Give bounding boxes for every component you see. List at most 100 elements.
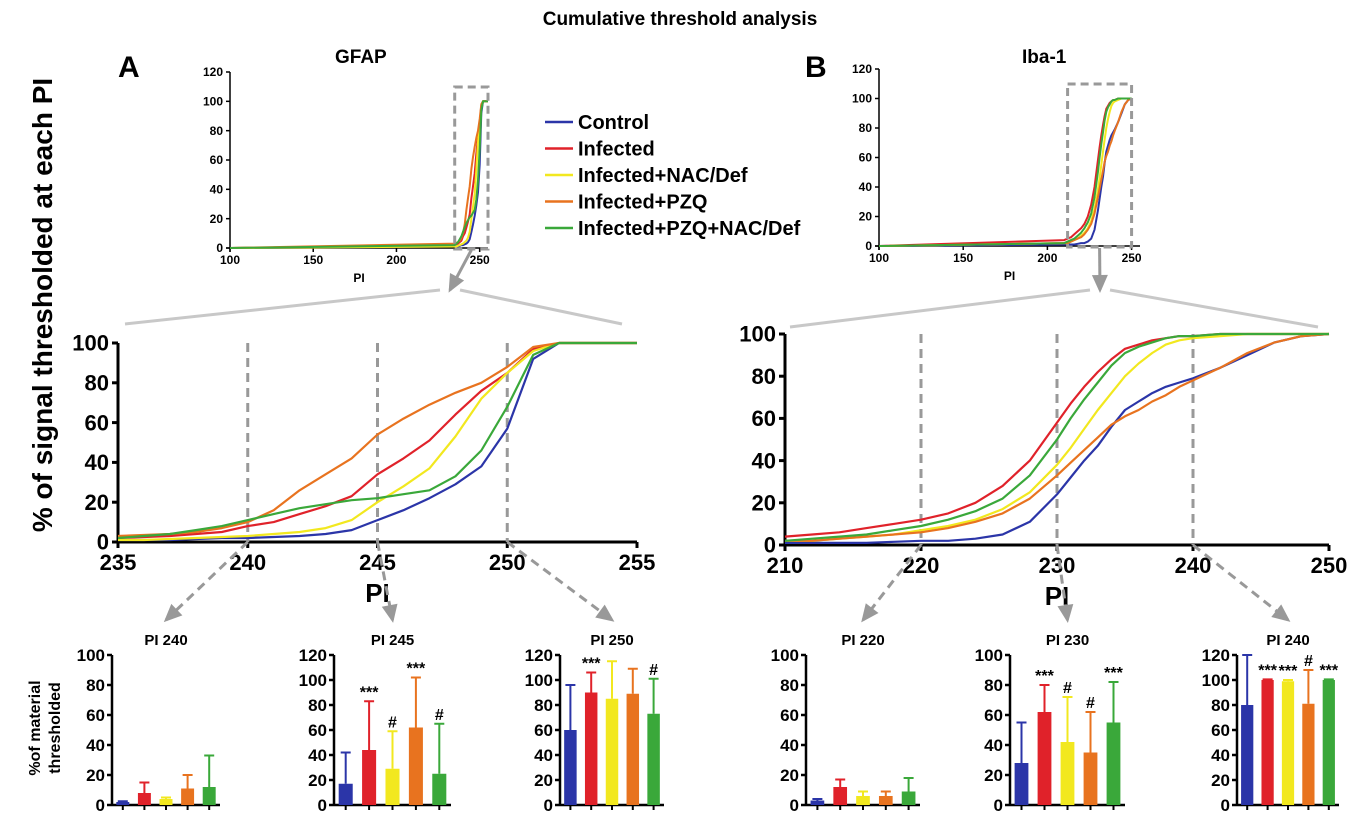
panel-b-bar-chart-3-y-tick-label: 60 [1211, 721, 1230, 740]
panel-a-bar-chart-3-significance-mark: *** [582, 656, 601, 673]
panel-b-bar-chart-1-y-tick-label: 0 [790, 796, 799, 815]
bar-y-label-line2: thresholded [47, 682, 64, 774]
panel-b-bar-chart-1-y-tick-label: 100 [771, 646, 799, 665]
panel-a-main-x-label: PI [365, 578, 390, 608]
panel-b-bar-chart-2-bar-3 [1060, 742, 1075, 805]
panel-b-bar-chart-3-title: PI 240 [1266, 632, 1309, 649]
panel-b-bar-chart-2-y-tick-label: 60 [984, 706, 1003, 725]
panel-a-bar-chart-2-title: PI 245 [371, 632, 414, 649]
panel-b-bar-chart-2-title: PI 230 [1046, 632, 1089, 649]
panel-a-main-series-infected-pzq-nac-def [117, 341, 637, 540]
panel-b-bar-chart-2-bar-5 [1106, 722, 1121, 805]
panel-b-bar-chart-2-significance-mark: *** [1104, 665, 1123, 682]
panel-a-bar-chart-3-y-tick-label: 80 [534, 696, 553, 715]
panel-a-bar-chart-3-bar-4 [626, 693, 640, 805]
panel-b-bar-chart-1-y-tick-label: 80 [780, 676, 799, 695]
panel-a-main-x-tick-label: 245 [359, 550, 396, 575]
panel-a-letter: A [118, 51, 140, 84]
panel-b-bar-chart-1-bar-2 [833, 787, 848, 805]
panel-a-bar-chart-2-bar-1 [338, 783, 353, 805]
panel-a-bar-chart-2-y-tick-label: 40 [308, 746, 327, 765]
panel-a-bar-chart-2-y-tick-label: 60 [308, 721, 327, 740]
panel-b-pi-arrow-1-head [861, 603, 879, 623]
panel-b-bar-chart-3-bar-2 [1261, 680, 1274, 805]
panel-b-pi-arrow-3-line [1192, 543, 1289, 622]
figure-title: Cumulative threshold analysis [543, 9, 818, 30]
panel-b-bar-chart-3-significance-mark: *** [1258, 662, 1277, 679]
panel-a-pi-arrow-1-line [164, 540, 249, 622]
panel-b-bar-chart-3-y-tick-label: 120 [1202, 646, 1230, 665]
panel-b-inset-x-tick-label: 150 [953, 251, 973, 265]
panel-a-inset-y-tick-label: 20 [210, 212, 224, 226]
panel-a-main-x-tick-label: 250 [489, 550, 526, 575]
panel-a-bar-chart-1-y-tick-label: 20 [86, 766, 105, 785]
panel-a-bar-chart-1-y-tick-label: 0 [96, 796, 105, 815]
legend-label-5: Infected+PZQ+NAC/Def [578, 218, 801, 240]
panel-a-main-y-tick-label: 0 [97, 530, 109, 555]
panel-b-zoom-arrow-head [1091, 274, 1108, 293]
panel-b-bar-chart-1-title: PI 220 [841, 632, 884, 649]
panel-a-main-y-tick-label: 60 [85, 410, 109, 435]
panel-a-main-x-tick-label: 255 [619, 550, 656, 575]
panel-a-bar-chart-1-y-tick-label: 80 [86, 676, 105, 695]
panel-a-bar-chart-2-y-tick-label: 120 [299, 646, 327, 665]
panel-b-inset-series-infected-pzq-nac-def [878, 97, 1132, 247]
panel-a-bar-chart-1-bar-5 [202, 787, 216, 805]
panel-a-bar-chart-1-bar-1 [116, 802, 130, 805]
panel-a-main-y-tick-label: 20 [85, 490, 109, 515]
panel-a-inset-series-infected-pzq-nac-def [229, 100, 488, 249]
panel-b-marker: Iba-1 [1022, 47, 1067, 68]
panel-b-inset-x-tick-label: 200 [1037, 251, 1057, 265]
panel-b-main-y-tick-label: 60 [752, 406, 776, 431]
legend-label-4: Infected+PZQ [578, 192, 707, 214]
panel-b-bar-chart-3-significance-mark: # [1304, 653, 1313, 670]
panel-b-bar-chart-2-bar-4 [1083, 752, 1098, 805]
panel-a-bar-chart-3-y-tick-label: 100 [525, 671, 553, 690]
panel-a-inset-x-tick-label: 250 [470, 253, 490, 267]
panel-b-inset-x-tick-label: 250 [1122, 251, 1142, 265]
bar-y-label-line1: %of material [27, 680, 44, 775]
panel-a-bar-chart-1-bar-3 [159, 799, 173, 805]
panel-b-zoom-connector-left [789, 288, 1091, 329]
panel-b-main-y-tick-label: 80 [752, 364, 776, 389]
panel-a-bar-chart-3-y-tick-label: 40 [534, 746, 553, 765]
panel-b-main-x-tick-label: 250 [1311, 553, 1348, 578]
panel-b-bar-chart-2-y-tick-label: 80 [984, 676, 1003, 695]
panel-a-inset-x-tick-label: 200 [386, 253, 406, 267]
panel-a-bar-chart-3-y-tick-label: 120 [525, 646, 553, 665]
panel-a-main-y-tick-label: 80 [85, 371, 109, 396]
panel-b-main-x-tick-label: 240 [1175, 553, 1212, 578]
panel-b-bar-chart-2-y-tick-label: 100 [975, 646, 1003, 665]
panel-a-bar-chart-3-title: PI 250 [590, 632, 633, 649]
panel-a-inset-y-tick-label: 60 [210, 153, 224, 167]
panel-a-inset-series-infected-pzq [229, 100, 488, 249]
panel-b-bar-chart-1-bar-5 [901, 791, 916, 805]
panel-b-bar-chart-2-y-tick-label: 40 [984, 736, 1003, 755]
panel-a-bar-chart-2-significance-mark: # [435, 707, 444, 724]
panel-a-main-x-tick-label: 235 [100, 550, 137, 575]
panel-a-bar-chart-3-bar-5 [647, 713, 660, 805]
panel-b-bar-chart-3-bar-1 [1241, 705, 1254, 805]
panel-b-inset-series-control [878, 97, 1133, 247]
panel-b-bar-chart-1-bar-3 [856, 796, 870, 805]
panel-b-main-y-tick-label: 100 [739, 322, 776, 347]
panel-a-pi-arrow-1-head [163, 603, 183, 623]
panel-a-bar-chart-3-significance-mark: # [649, 662, 658, 679]
panel-a-bar-chart-3-bar-3 [605, 698, 619, 805]
panel-b-inset-zoom-box [1066, 82, 1134, 249]
panel-a-bar-chart-2-y-tick-label: 100 [299, 671, 327, 690]
panel-a-bar-chart-2-y-tick-label: 80 [308, 696, 327, 715]
panel-b-inset-series-infected-pzq [878, 97, 1133, 247]
y-axis-label: % of signal thresholded at each PI [27, 78, 58, 532]
panel-b-main-series-infected-pzq [785, 332, 1330, 542]
panel-b-bar-chart-1-bar-4 [878, 796, 893, 805]
panel-b-bar-chart-1-y-tick-label: 40 [780, 736, 799, 755]
panel-a-main-y-tick-label: 100 [72, 331, 109, 356]
panel-b-bar-chart-3-y-tick-label: 80 [1211, 696, 1230, 715]
panel-a-inset-x-tick-label: 100 [220, 253, 240, 267]
panel-a-inset-x-label: PI [353, 271, 364, 285]
panel-a-bar-chart-3-bar-2 [584, 692, 598, 805]
panel-b-main-y-tick-label: 20 [752, 491, 776, 516]
panel-a-bar-chart-2-bar-5 [432, 773, 447, 805]
panel-a-bar-chart-2-y-tick-label: 20 [308, 771, 327, 790]
